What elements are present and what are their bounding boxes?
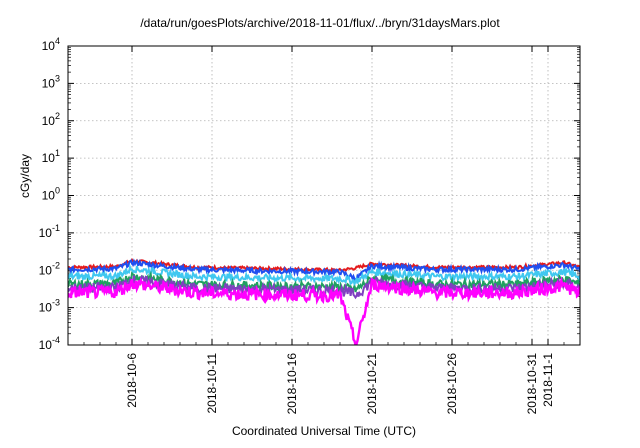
y-tick-label: 101 — [42, 148, 60, 165]
plot-frame — [67, 45, 581, 346]
series-line — [68, 258, 580, 283]
y-tick-label: 10-2 — [39, 260, 60, 277]
x-tick-label: 2018-10-11 — [205, 353, 219, 414]
x-tick-label: 2018-10-16 — [285, 353, 299, 415]
x-tick-label: 2018-11-1 — [541, 353, 555, 407]
x-tick-label: 2018-10-21 — [365, 353, 379, 415]
x-axis-label: Coordinated Universal Time (UTC) — [231, 424, 417, 438]
series-line — [68, 263, 580, 288]
y-tick-label: 10-4 — [39, 335, 60, 352]
y-tick-label: 10-3 — [39, 298, 60, 315]
chart-title: /data/run/goesPlots/archive/2018-11-01/f… — [140, 16, 500, 30]
y-tick-label: 102 — [42, 111, 60, 128]
x-tick-label: 2018-10-31 — [525, 353, 539, 415]
y-tick-label: 100 — [42, 186, 60, 203]
x-tick-label: 2018-10-6 — [125, 353, 139, 408]
y-tick-label: 10-1 — [39, 223, 60, 240]
series-line — [68, 276, 580, 345]
x-tick-label: 2018-10-26 — [445, 353, 459, 415]
y-tick-label: 103 — [42, 73, 60, 90]
y-tick-label: 104 — [42, 36, 60, 53]
